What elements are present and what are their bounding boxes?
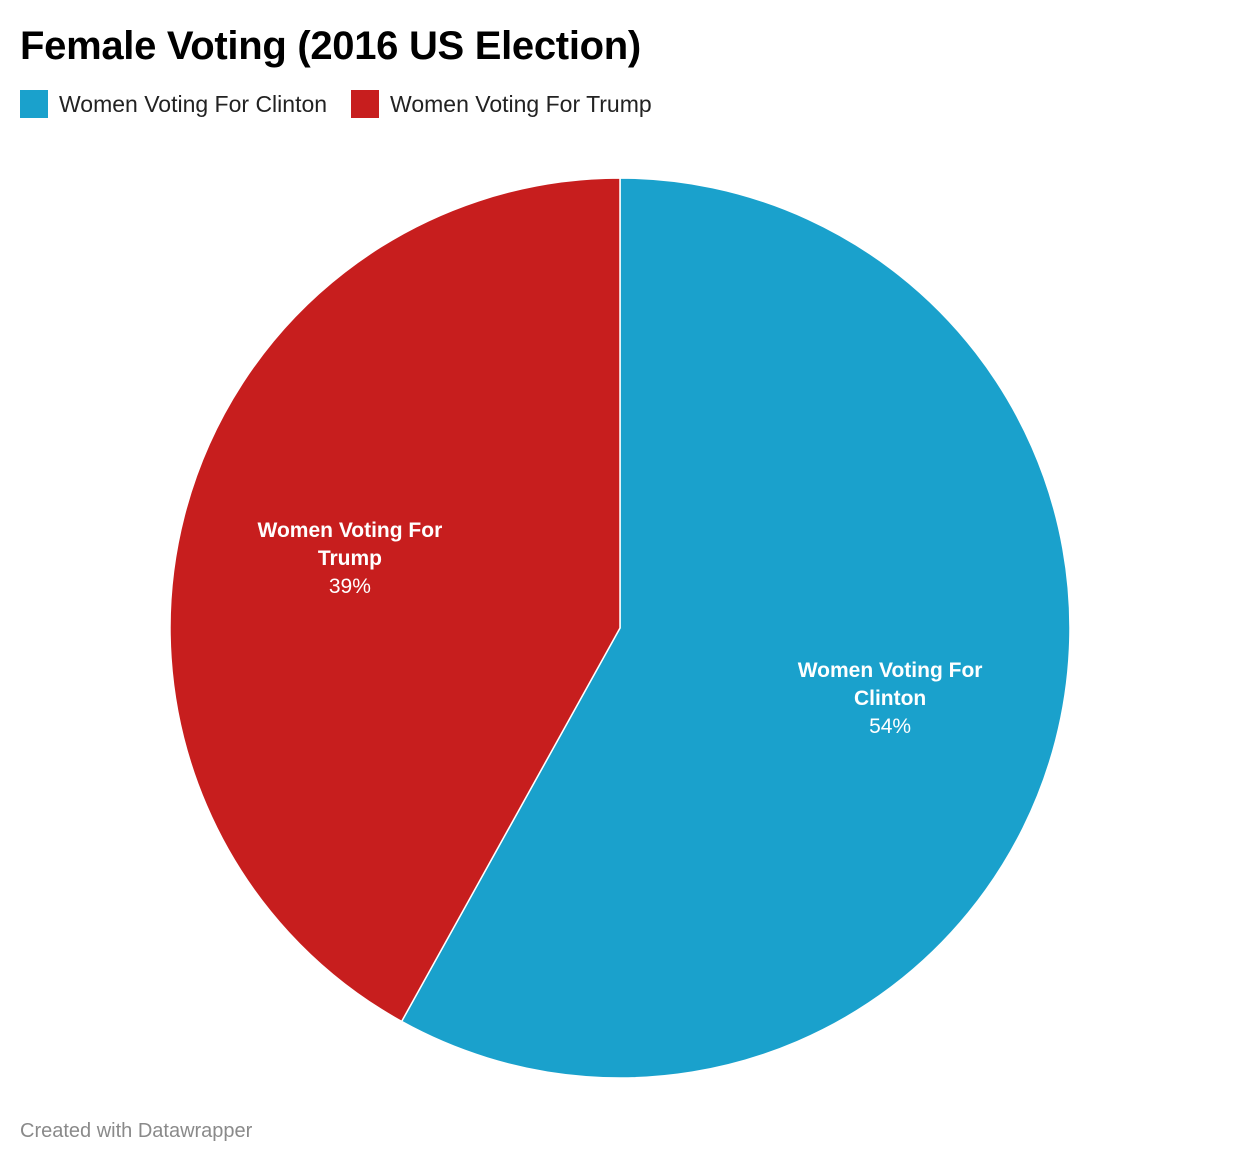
pie-labels: Women Voting For Clinton 54%Women Voting F… <box>258 519 983 738</box>
slice-label-value: 39% <box>329 575 371 598</box>
slice-label-name-line: Trump <box>318 547 382 570</box>
legend-swatch-clinton <box>20 90 48 118</box>
pie-slice-trump <box>169 177 621 1023</box>
legend-item-trump: Women Voting For Trump <box>351 90 652 118</box>
chart-title: Female Voting (2016 US Election) <box>20 24 641 68</box>
pie-slices <box>169 177 1071 1079</box>
legend-swatch-trump <box>351 90 380 118</box>
slice-label-clinton: Women Voting For Clinton 54% <box>798 659 983 738</box>
legend-item-clinton: Women Voting For Clinton <box>20 90 327 118</box>
slice-label-name-line: Clinton <box>854 687 926 710</box>
legend: Women Voting For Clinton Women Voting Fo… <box>20 90 652 118</box>
slice-label-value: 54% <box>869 715 911 738</box>
pie-slice-clinton <box>400 177 1071 1079</box>
slice-label-trump: Women Voting For Trump 39% <box>258 519 443 598</box>
slice-label-name-line: Women Voting For <box>798 659 983 682</box>
legend-label-clinton: Women Voting For Clinton <box>59 91 328 117</box>
slice-label-name-line: Women Voting For <box>258 519 443 542</box>
footer-credit: Created with Datawrapper <box>20 1120 253 1142</box>
legend-label-trump: Women Voting For Trump <box>390 91 652 117</box>
